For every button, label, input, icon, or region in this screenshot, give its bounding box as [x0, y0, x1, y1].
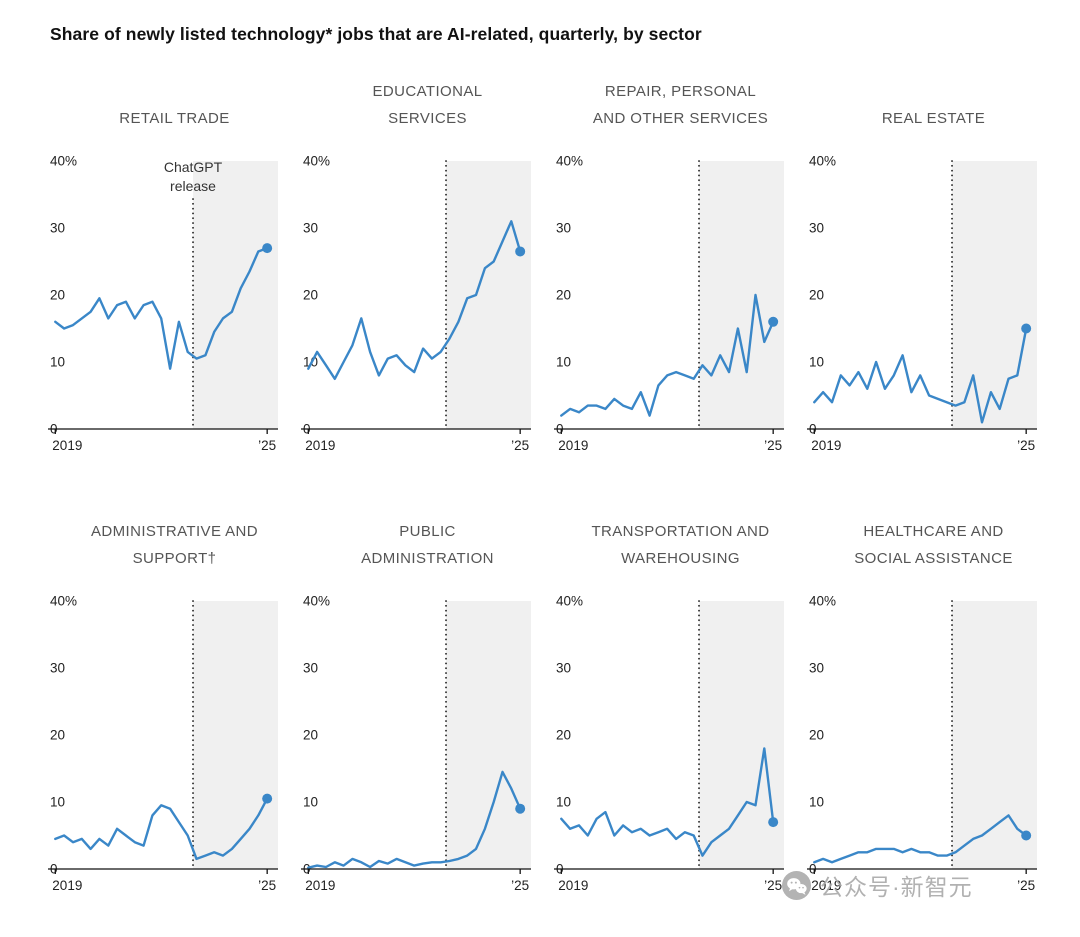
- svg-text:’25: ’25: [258, 438, 276, 453]
- svg-text:40%: 40%: [809, 594, 836, 609]
- svg-text:20: 20: [809, 728, 824, 743]
- svg-text:10: 10: [50, 795, 65, 810]
- svg-text:2019: 2019: [305, 878, 335, 893]
- svg-text:’25: ’25: [1017, 878, 1035, 893]
- svg-text:10: 10: [303, 795, 318, 810]
- svg-text:20: 20: [556, 728, 571, 743]
- svg-text:2019: 2019: [305, 438, 335, 453]
- svg-text:20: 20: [809, 288, 824, 303]
- svg-text:ChatGPT: ChatGPT: [164, 159, 223, 175]
- page: Share of newly listed technology* jobs t…: [48, 24, 1054, 899]
- svg-text:10: 10: [50, 355, 65, 370]
- svg-text:’25: ’25: [764, 878, 782, 893]
- svg-text:30: 30: [50, 221, 65, 236]
- svg-text:2019: 2019: [558, 878, 588, 893]
- chart-title: HEALTHCARE AND SOCIAL ASSISTANCE: [854, 522, 1013, 568]
- chart-panel-public-administration: PUBLIC ADMINISTRATION 0 10 20 30 40% 2019’25: [301, 515, 554, 899]
- chart-title: ADMINISTRATIVE AND SUPPORT†: [91, 522, 258, 568]
- svg-text:40%: 40%: [50, 594, 77, 609]
- svg-text:10: 10: [556, 795, 571, 810]
- svg-text:30: 30: [809, 661, 824, 676]
- svg-text:30: 30: [556, 221, 571, 236]
- svg-text:30: 30: [303, 661, 318, 676]
- svg-text:2019: 2019: [811, 878, 841, 893]
- svg-text:30: 30: [303, 221, 318, 236]
- chart-panel-repair-personal-other-services: REPAIR, PERSONAL AND OTHER SERVICES 0 10 2…: [554, 75, 807, 459]
- chart-title: RETAIL TRADE: [119, 110, 230, 128]
- svg-text:2019: 2019: [558, 438, 588, 453]
- svg-text:40%: 40%: [809, 154, 836, 169]
- chart-title: EDUCATIONAL SERVICES: [372, 82, 483, 128]
- svg-text:’25: ’25: [511, 878, 529, 893]
- svg-text:’25: ’25: [764, 438, 782, 453]
- chart-title: PUBLIC ADMINISTRATION: [361, 522, 494, 568]
- svg-text:release: release: [170, 178, 216, 194]
- chart-panel-educational-services: EDUCATIONAL SERVICES 0 10 20 30 40% 2019’25: [301, 75, 554, 459]
- svg-text:40%: 40%: [303, 594, 330, 609]
- page-title: Share of newly listed technology* jobs t…: [50, 24, 702, 44]
- svg-text:20: 20: [50, 728, 65, 743]
- chart-panel-healthcare-social-assistance: HEALTHCARE AND SOCIAL ASSISTANCE 0 10 20 30…: [807, 515, 1060, 899]
- svg-text:40%: 40%: [303, 154, 330, 169]
- chart-panel-administrative-support: ADMINISTRATIVE AND SUPPORT† 0 10 20 30 40% 20…: [48, 515, 301, 899]
- svg-text:’25: ’25: [511, 438, 529, 453]
- chart-title: TRANSPORTATION AND WAREHOUSING: [591, 522, 770, 568]
- svg-text:30: 30: [809, 221, 824, 236]
- chart-title: REPAIR, PERSONAL AND OTHER SERVICES: [592, 82, 769, 128]
- svg-text:2019: 2019: [811, 438, 841, 453]
- svg-text:40%: 40%: [50, 154, 77, 169]
- svg-text:10: 10: [556, 355, 571, 370]
- svg-text:2019: 2019: [52, 438, 82, 453]
- svg-text:40%: 40%: [556, 594, 583, 609]
- charts-grid: RETAIL TRADE 0 10 20 30 40% 2019’25 ChatGPT rel…: [48, 75, 1054, 899]
- svg-text:2019: 2019: [52, 878, 82, 893]
- svg-text:10: 10: [809, 795, 824, 810]
- svg-text:’25: ’25: [258, 878, 276, 893]
- svg-text:20: 20: [50, 288, 65, 303]
- chart-title: REAL ESTATE: [881, 110, 986, 128]
- svg-text:30: 30: [50, 661, 65, 676]
- svg-text:20: 20: [303, 728, 318, 743]
- svg-text:20: 20: [303, 288, 318, 303]
- chart-panel-transportation-warehousing: TRANSPORTATION AND WAREHOUSING 0 10 20 30 40…: [554, 515, 807, 899]
- svg-text:20: 20: [556, 288, 571, 303]
- svg-text:40%: 40%: [556, 154, 583, 169]
- svg-text:10: 10: [809, 355, 824, 370]
- svg-text:30: 30: [556, 661, 571, 676]
- chart-panel-retail-trade: RETAIL TRADE 0 10 20 30 40% 2019’25 ChatGPT rel…: [48, 75, 301, 459]
- chart-panel-real-estate: REAL ESTATE 0 10 20 30 40% 2019’25: [807, 75, 1060, 459]
- svg-text:’25: ’25: [1017, 438, 1035, 453]
